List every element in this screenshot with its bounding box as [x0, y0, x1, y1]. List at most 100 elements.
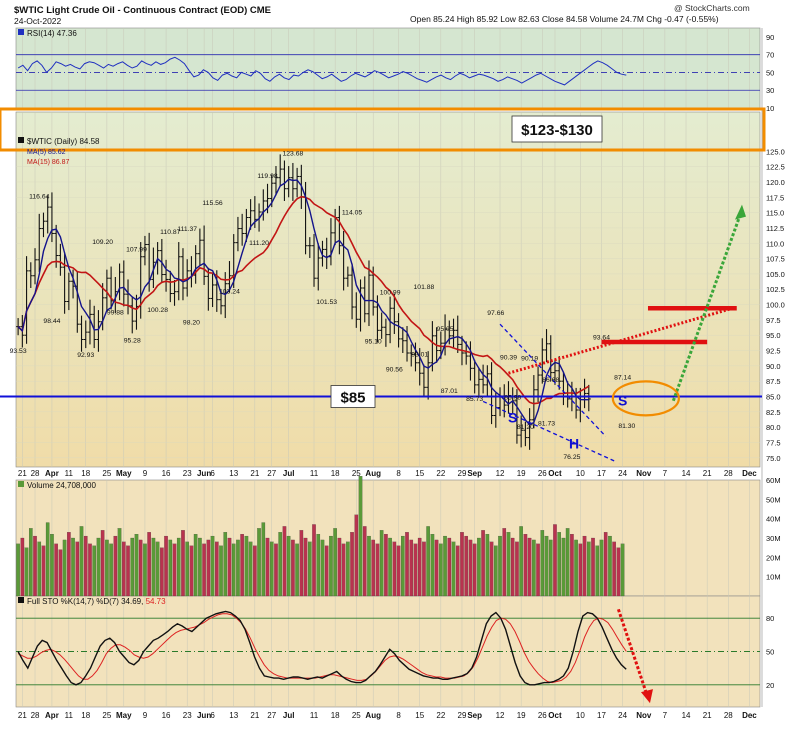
x-tick-label: May [116, 469, 132, 478]
price-annotation: 95.28 [124, 337, 141, 344]
volume-bar [37, 541, 42, 597]
volume-legend-swatch [18, 481, 24, 487]
x-tick-label: 24 [618, 469, 627, 478]
volume-bar [350, 532, 354, 597]
volume-bar [122, 541, 126, 597]
volume-bar [587, 541, 591, 597]
volume-bar [392, 541, 397, 597]
volume-bar [265, 537, 270, 597]
volume-bar [20, 537, 25, 597]
green-arrow-head [734, 204, 746, 220]
price-annotation: 109.20 [92, 239, 113, 246]
x-tick-label: 17 [597, 711, 606, 720]
volume-bar [578, 543, 583, 597]
price-tick-label: 75.0 [766, 454, 781, 463]
volume-bar [210, 535, 215, 597]
price-annotation: 101.88 [414, 284, 435, 291]
x-tick-label: Nov [636, 469, 652, 478]
price-annotation: 95.05 [437, 326, 454, 333]
price-tick-label: 87.5 [766, 377, 781, 386]
price-annotation: 123.68 [282, 150, 303, 157]
x-tick-label: 7 [663, 711, 668, 720]
volume-bar [485, 534, 490, 597]
price-annotation: 107.99 [126, 247, 147, 254]
stochastic-k-line [17, 610, 627, 686]
volume-bar [96, 537, 101, 597]
ma15-label: MA(15) 86.87 [27, 159, 70, 166]
price-annotation: 98.44 [43, 318, 60, 325]
volume-bar [198, 537, 202, 597]
volume-bar [257, 528, 261, 597]
price-annotation: 93.01 [411, 351, 428, 358]
price-tick-label: 125.0 [766, 147, 785, 156]
pattern-letter: H [569, 436, 579, 452]
x-tick-label: Nov [636, 711, 652, 720]
volume-bar [58, 549, 63, 597]
volume-bar [362, 526, 367, 597]
x-tick-label: 10 [576, 469, 585, 478]
stochastic-tick-label: 20 [766, 681, 774, 690]
volume-tick-label: 40M [766, 515, 781, 524]
volume-bar [274, 543, 278, 597]
x-tick-label: 9 [143, 469, 148, 478]
volume-bar [16, 543, 20, 597]
volume-bar [253, 545, 257, 597]
volume-bar [358, 476, 363, 597]
volume-bar [24, 547, 29, 597]
volume-bar [384, 534, 388, 597]
x-tick-label: 15 [415, 711, 424, 720]
x-tick-label: 14 [682, 469, 691, 478]
price-annotation: 111.20 [249, 240, 269, 247]
volume-bar [223, 532, 228, 597]
green-arrow-shaft [671, 212, 743, 402]
price-annotation: 86.68 [542, 377, 559, 384]
volume-bar [206, 539, 211, 597]
volume-bar [193, 534, 198, 597]
price-annotation: 90.56 [386, 366, 403, 373]
x-tick-label: 21 [703, 711, 712, 720]
x-tick-label: 23 [183, 711, 192, 720]
x-tick-label: Dec [742, 711, 757, 720]
volume-label: Volume 24,708,000 [27, 481, 96, 490]
volume-bar [506, 532, 511, 597]
price-tick-label: 102.5 [766, 285, 785, 294]
price-tick-label: 90.0 [766, 362, 781, 371]
volume-bar [181, 530, 185, 597]
volume-bar [303, 537, 308, 597]
current-price-ellipse [611, 380, 680, 417]
volume-bar [409, 539, 414, 597]
volume-bar [417, 537, 422, 597]
target-zone-box [0, 107, 766, 152]
x-tick-label: 12 [496, 711, 505, 720]
volume-bar [189, 545, 194, 597]
price-legend-swatch [18, 137, 24, 143]
x-tick-label: 21 [250, 469, 259, 478]
volume-bar [481, 530, 485, 597]
x-tick-label: 11 [310, 711, 319, 720]
volume-bar [117, 528, 122, 597]
price-annotation: 98.20 [183, 320, 200, 327]
volume-bar [434, 539, 439, 597]
price-annotation: 90.39 [500, 354, 517, 361]
price-label: $WTIC (Daily) 84.58 [27, 137, 100, 146]
volume-bar [227, 537, 232, 597]
volume-bar [620, 543, 625, 597]
volume-bar [591, 537, 595, 597]
volume-bar [71, 537, 75, 597]
volume-bar [570, 534, 574, 597]
volume-bar [329, 535, 333, 597]
volume-bar [45, 522, 50, 597]
volume-bar [379, 530, 384, 597]
x-tick-label: 21 [18, 469, 27, 478]
support-label: $85 [340, 390, 365, 407]
volume-bar [155, 541, 160, 597]
x-tick-label: 24 [618, 711, 627, 720]
price-annotation: 100.99 [380, 289, 401, 296]
volume-bar [215, 541, 219, 597]
volume-tick-label: 60M [766, 476, 781, 485]
x-tick-label: 8 [396, 711, 401, 720]
volume-bar [282, 526, 287, 597]
volume-bar [320, 539, 325, 597]
volume-bar [472, 543, 477, 597]
